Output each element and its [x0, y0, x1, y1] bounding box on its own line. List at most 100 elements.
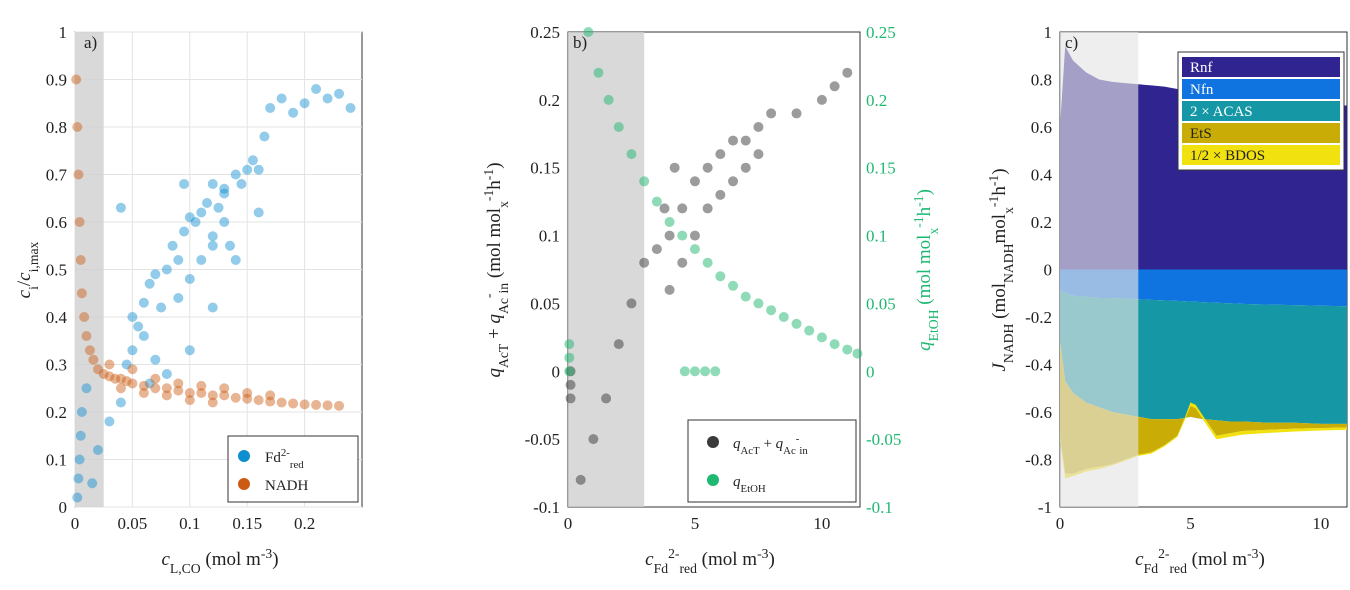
panel-b-ytick-label-right: 0.1 — [866, 227, 887, 246]
panel-b-point — [740, 162, 751, 173]
panel-b-point — [565, 393, 576, 404]
panel-b-xlabel: cFd2-red (mol m-3) — [645, 546, 775, 576]
panel-b-point — [613, 339, 624, 350]
panel-a-point — [104, 416, 115, 427]
panel-a-point — [247, 155, 258, 166]
panel-a-point — [184, 388, 195, 398]
panel-b-point — [702, 162, 713, 173]
panel-b-ytick-label-right: 0.05 — [866, 294, 896, 313]
panel-b-point — [842, 344, 853, 355]
panel-a-ytick-label: 0.7 — [46, 166, 68, 185]
panel-b-label: b) — [573, 33, 587, 52]
panel-c-ytick-label: 0.8 — [1031, 71, 1052, 90]
panel-b-point — [700, 366, 711, 377]
panel-a-point — [179, 179, 190, 189]
panel-a-point — [150, 373, 161, 384]
panel-c: 0 5 10-1-0.8-0.6-0.4-0.200.20.40.60.81 c) … — [986, 23, 1348, 576]
panel-b-xtick-label: 0 — [564, 514, 573, 533]
panel-b: 0 5 10 -0.1 -0.1 -0.05 -0.05 0 0 0.05 0.05 0.1 0.1 0.… — [481, 23, 941, 576]
panel-b-shade-rect — [568, 32, 645, 507]
panel-b-ticks: 0 5 10 -0.1 -0.1 -0.05 -0.05 0 0 0.05 0.05 0.1 0.1 0.… — [525, 23, 902, 533]
panel-b-ylabel: qAcT + qAc-in (mol molx-1h-1) — [481, 162, 511, 377]
panel-a-point — [219, 390, 230, 401]
panel-b-point — [626, 298, 637, 309]
panel-a-point — [138, 380, 149, 391]
panel-c-xtick-label: 0 — [1056, 514, 1065, 533]
panel-a-ytick-label: 0.8 — [46, 118, 67, 137]
panel-c-legend-label: 2 × ACAS — [1190, 104, 1253, 120]
panel-b-point — [791, 108, 802, 119]
panel-a-xtick-label: 0.15 — [232, 514, 262, 533]
panel-a-point — [173, 378, 184, 389]
panel-c-ytick-label: -0.4 — [1025, 356, 1052, 375]
panel-b-ytick-label: -0.1 — [533, 498, 560, 517]
panel-b-xtick-label: 5 — [691, 514, 700, 533]
panel-b-point — [601, 393, 612, 404]
panel-b-ytick-label-right: 0.15 — [866, 159, 896, 178]
panel-c-ytick-label: 0.6 — [1031, 118, 1052, 137]
panel-a-point — [144, 278, 155, 289]
panel-a-point — [115, 383, 126, 394]
panel-c-ytick-label: -1 — [1038, 498, 1052, 517]
panel-a-ytick-label: 0.6 — [46, 213, 67, 232]
panel-b-point — [664, 230, 675, 241]
panel-a-point — [242, 393, 253, 404]
panel-b-point — [715, 271, 726, 282]
panel-a-ytick-label: 0.3 — [46, 356, 67, 375]
panel-c-ytick-label: 0.2 — [1031, 213, 1052, 232]
panel-a-ytick-label: 0.2 — [46, 403, 67, 422]
panel-b-point — [702, 203, 713, 214]
panel-b-legend-marker — [707, 436, 719, 448]
panel-a-point — [115, 397, 126, 408]
panel-a-xtick-label: 0.05 — [118, 514, 148, 533]
panel-a-point — [87, 478, 98, 489]
panel-a-point — [92, 364, 103, 375]
panel-b-point — [816, 94, 827, 105]
panel-b-point — [677, 257, 688, 268]
panel-a-point — [104, 359, 115, 370]
panel-a-point — [138, 331, 149, 341]
panel-a-point — [322, 93, 333, 104]
panel-b-point — [603, 94, 614, 105]
panel-c-ylabel: JNADH (molNADHmolx-1h-1) — [986, 168, 1016, 371]
panel-b-ytick-label: -0.05 — [525, 430, 560, 449]
panel-b-point — [715, 189, 726, 200]
panel-b-point — [766, 108, 777, 119]
panel-a-point — [207, 397, 218, 408]
panel-a-point — [144, 378, 155, 389]
panel-b-point — [583, 27, 594, 37]
panel-a-point — [219, 383, 230, 394]
panel-c-legend-swatch — [1182, 145, 1340, 165]
panel-b-point — [728, 176, 739, 187]
panel-a-point — [265, 103, 276, 113]
panel-a-marks — [71, 74, 356, 503]
panel-b-shaded-region — [568, 32, 645, 507]
panel-c-area-nfn — [1060, 269, 1347, 307]
panel-b-marks — [564, 27, 863, 485]
panel-a-point — [73, 473, 84, 484]
panel-b-point — [664, 284, 675, 295]
panel-b-point — [753, 122, 764, 132]
panel-c-legend-swatch — [1182, 101, 1340, 121]
panel-a-point — [81, 331, 92, 341]
panel-c-legend-swatch — [1182, 57, 1340, 77]
panel-b-point — [639, 176, 650, 187]
panel-a-label: a) — [84, 33, 97, 52]
panel-a-point — [92, 445, 103, 455]
panel-a-point — [207, 231, 218, 242]
panel-a-point — [196, 255, 207, 265]
panel-a-point — [98, 369, 109, 379]
panel-c-shade-rect — [1060, 32, 1139, 507]
panel-a-legend-label: NADH — [265, 478, 308, 494]
panel-a-point — [138, 297, 149, 308]
panel-b-ylabel-right: qEtOH (mol molx-1h-1) — [911, 189, 941, 351]
panel-a-point — [242, 164, 253, 175]
panel-b-point — [816, 332, 827, 343]
panel-b-point — [689, 366, 700, 377]
panel-c-xtick-label: 5 — [1186, 514, 1195, 533]
panel-a-point — [74, 217, 85, 227]
panel-a-point — [230, 392, 241, 403]
panel-a-point — [72, 122, 83, 132]
panel-c-ytick-label: 0.4 — [1031, 166, 1053, 185]
panel-a-ytick-label: 1 — [59, 23, 68, 42]
